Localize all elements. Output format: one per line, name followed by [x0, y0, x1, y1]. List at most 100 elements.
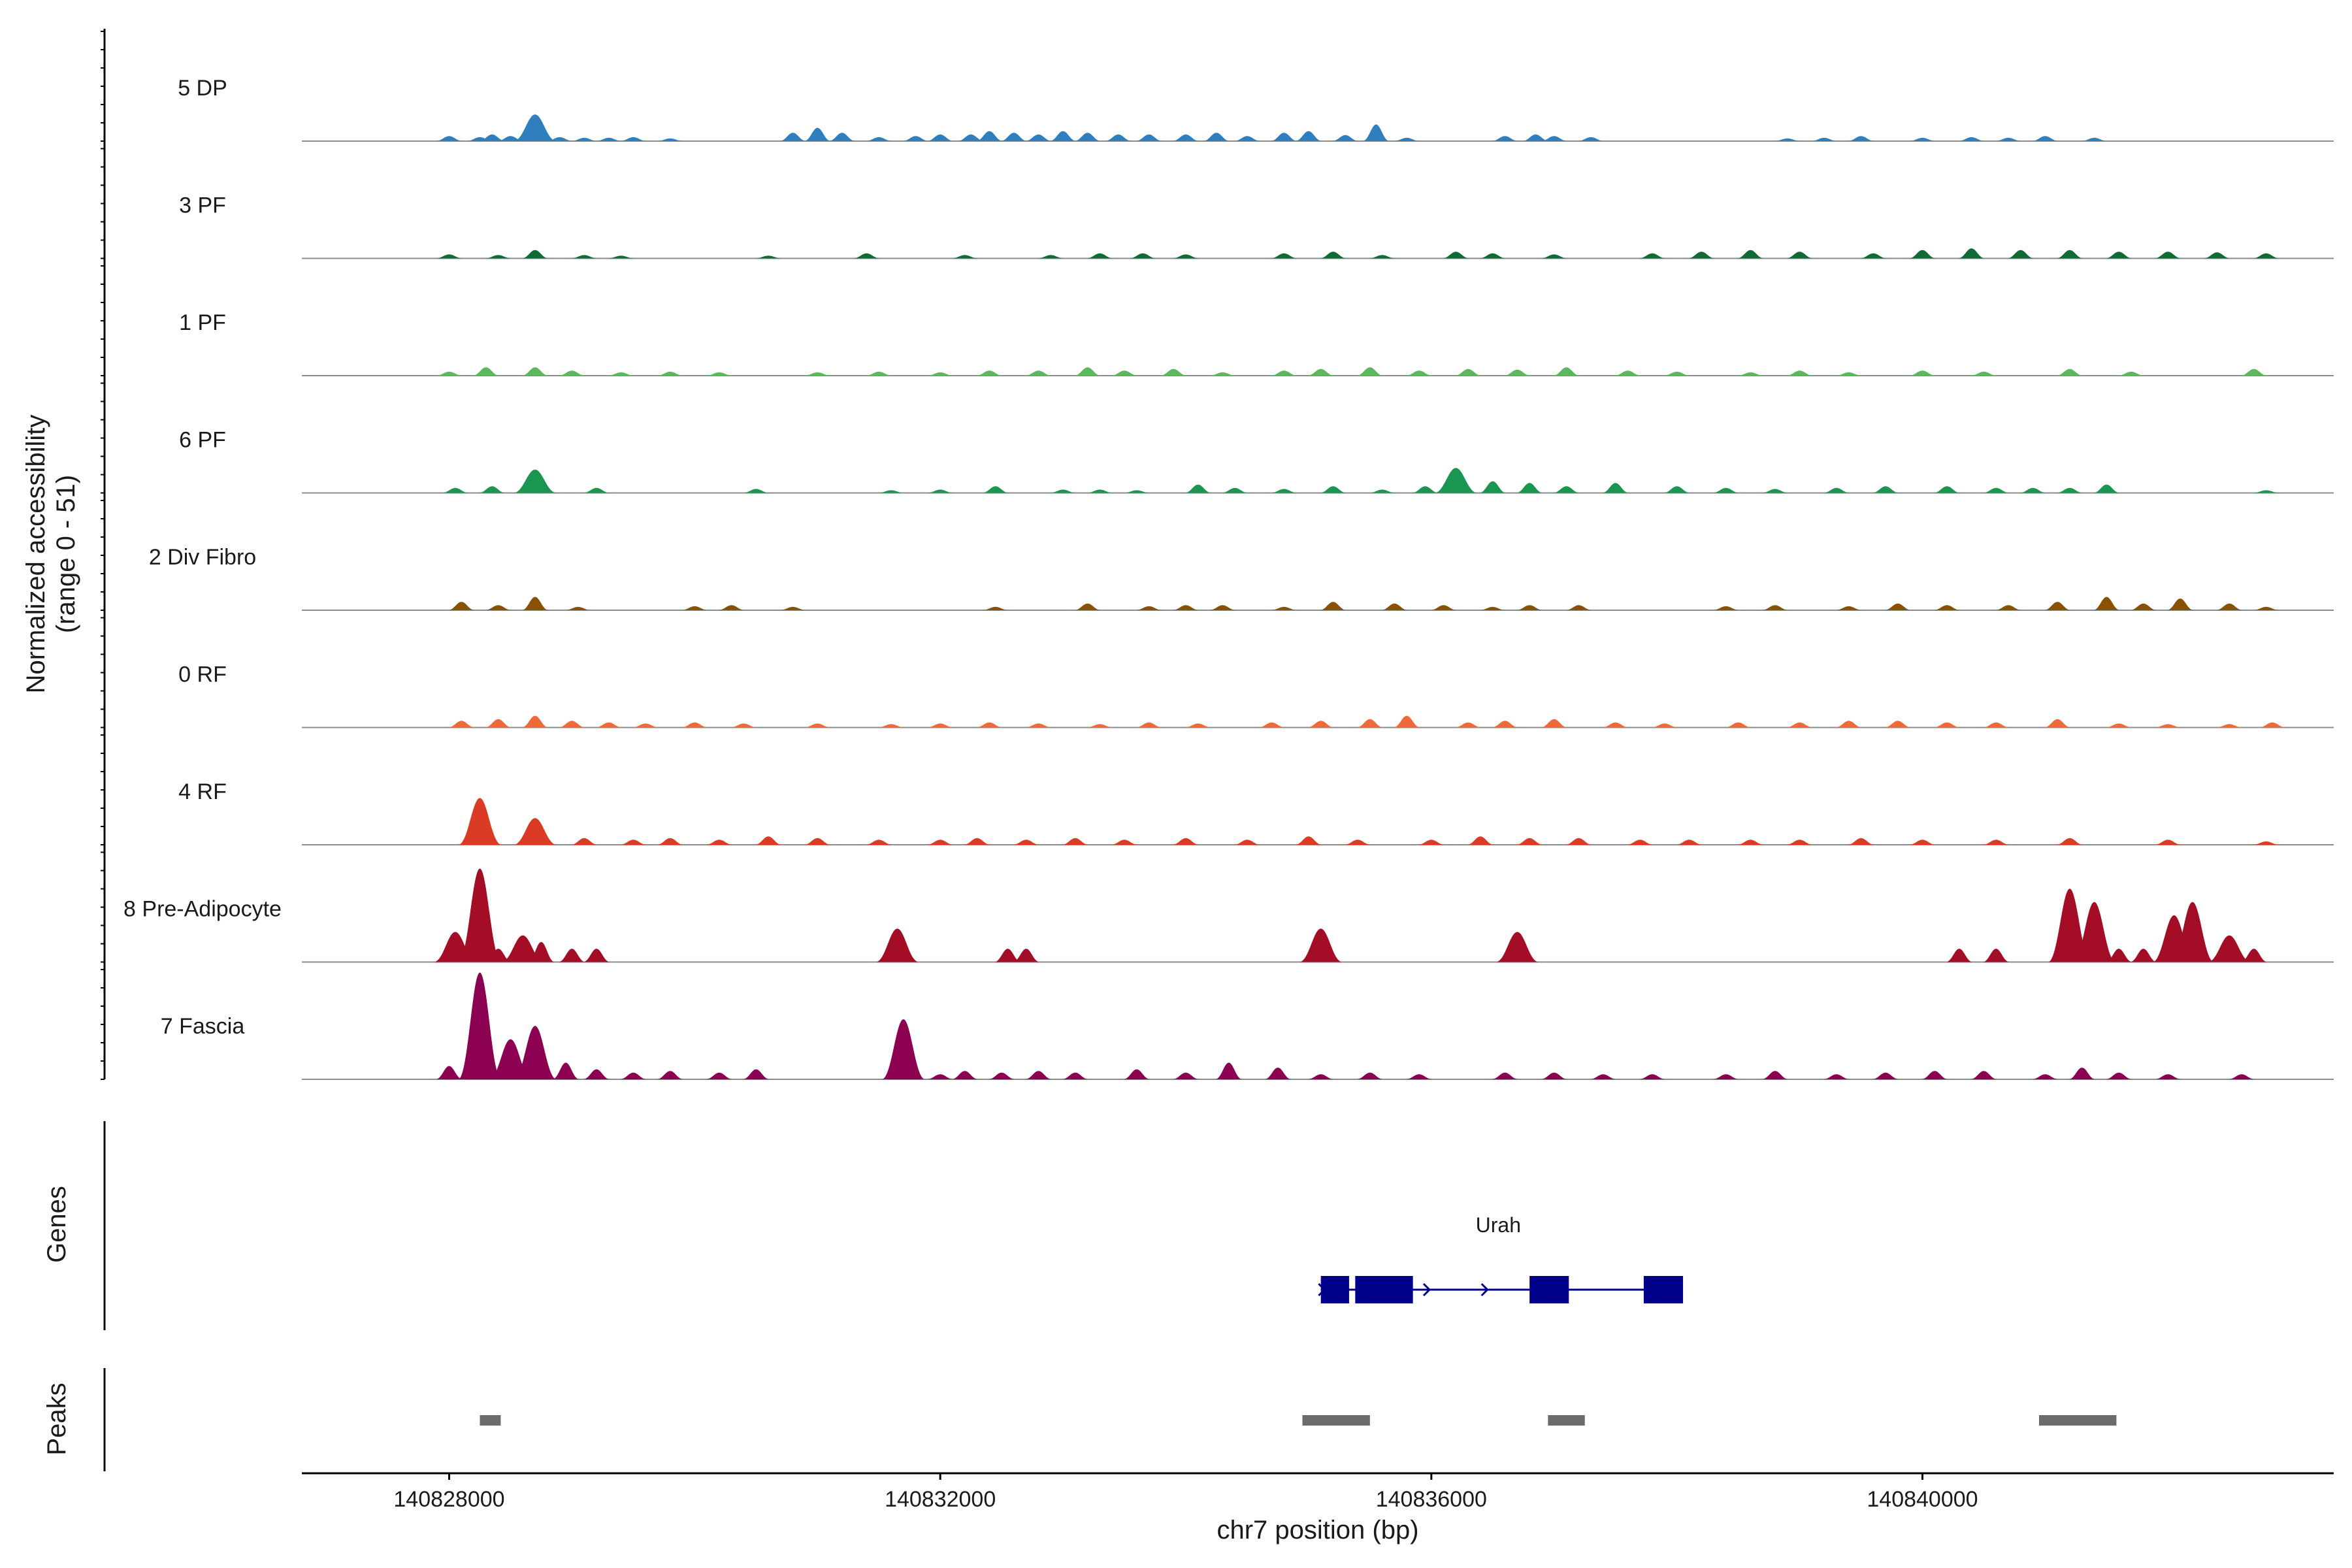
coverage-peak: [779, 133, 807, 141]
coverage-peak: [514, 1026, 557, 1079]
coverage-peak: [1663, 371, 1691, 376]
coverage-peak: [1049, 131, 1077, 141]
coverage-peak: [963, 838, 991, 845]
coverage-peak: [1434, 468, 1478, 493]
coverage-peak: [2007, 250, 2034, 259]
coverage-peak: [2240, 949, 2268, 962]
coverage-peak: [865, 137, 892, 141]
coverage-peak: [1541, 136, 1568, 141]
coverage-peak: [546, 137, 574, 141]
coverage-peak: [1172, 134, 1200, 141]
coverage-peak: [1884, 721, 1912, 728]
coverage-peak: [1331, 135, 1359, 141]
coverage-peak: [1614, 370, 1642, 376]
coverage-peak: [1270, 489, 1298, 493]
coverage-peak: [2105, 723, 2132, 728]
coverage-peak: [1602, 483, 1629, 493]
coverage-peak: [435, 371, 463, 376]
coverage-peak: [1712, 1074, 1740, 1079]
coverage-peak: [2093, 484, 2120, 493]
coverage-peak: [1037, 255, 1064, 259]
coverage-peak: [1024, 134, 1053, 141]
coverage-peak: [1319, 602, 1347, 610]
coverage-peak: [1307, 1074, 1335, 1079]
track-6-pf: 6 PF: [179, 428, 2334, 494]
coverage-peak: [1651, 723, 1678, 728]
coverage-peak: [1835, 606, 1863, 610]
coverage-peak: [994, 949, 1022, 962]
coverage-peak: [1823, 1074, 1850, 1079]
coverage-peak: [2080, 137, 2108, 141]
coverage-peak: [1786, 722, 1814, 728]
coverage-peak: [1172, 838, 1200, 845]
coverage-peak: [1467, 836, 1494, 845]
coverage-peak: [926, 489, 954, 493]
coverage-peak: [1074, 603, 1102, 610]
coverage-peak: [448, 602, 475, 610]
track-1-pf: 1 PF: [179, 310, 2334, 376]
coverage-peak: [1737, 250, 1765, 259]
coverage-peak: [1933, 605, 1961, 610]
coverage-peak: [619, 137, 647, 141]
coverage-peak: [1884, 603, 1912, 610]
coverage-peak: [478, 486, 506, 493]
coverage-peak: [926, 134, 954, 141]
coverage-peak: [1024, 723, 1053, 728]
coverage-peak: [1270, 606, 1298, 610]
coverage-peak: [514, 469, 557, 493]
coverage-peak: [595, 137, 623, 141]
coverage-peak: [458, 972, 502, 1079]
coverage-peak: [1663, 486, 1691, 493]
coverage-peak: [1921, 1071, 1948, 1079]
coverage-peak: [2031, 1074, 2059, 1079]
strand-arrow: [1422, 1282, 1431, 1297]
coverage-peak: [657, 838, 684, 845]
coverage-peak: [853, 253, 881, 259]
coverage-peak: [1786, 370, 1814, 376]
track-label: 3 PF: [179, 193, 226, 218]
coverage-peak: [1264, 1068, 1292, 1079]
coverage-peak: [1013, 840, 1040, 845]
coverage-peak: [1786, 252, 1814, 259]
coverage-peak: [619, 840, 647, 845]
coverage-peak: [1105, 134, 1132, 141]
coverage-peak: [706, 1072, 733, 1079]
coverage-peak: [875, 928, 919, 962]
coverage-peak: [2019, 487, 2047, 493]
track-label: 8 Pre-Adipocyte: [123, 897, 282, 922]
coverage-peak: [435, 254, 463, 259]
coverage-peak: [1442, 252, 1470, 259]
coverage-peak: [1602, 722, 1629, 728]
coverage-peak: [742, 489, 770, 493]
coverage-peak: [982, 606, 1009, 610]
coverage-peak: [1639, 1074, 1666, 1079]
coverage-peak: [1270, 253, 1298, 259]
coverage-peak: [1111, 840, 1138, 845]
coverage-peak: [521, 367, 549, 376]
coverage-peak: [1847, 136, 1875, 141]
coverage-peak: [1712, 606, 1740, 610]
coverage-peak: [1835, 721, 1863, 728]
coverage-peak: [1958, 137, 1985, 141]
coverage-peak: [521, 250, 549, 259]
coverage-peak: [1429, 605, 1458, 610]
coverage-peak: [1761, 605, 1789, 610]
coverage-peak: [1111, 370, 1138, 376]
track-label: 2 Div Fibro: [149, 545, 256, 570]
coverage-peak: [742, 1069, 770, 1079]
coverage-peak: [2208, 935, 2251, 962]
coverage-peak: [926, 372, 954, 376]
coverage-peak: [730, 723, 758, 728]
coverage-peak: [1541, 1072, 1568, 1079]
coverage-peak: [558, 370, 586, 376]
coverage-peak: [957, 134, 985, 141]
coverage-peak: [1908, 137, 1936, 141]
coverage-peak: [1270, 133, 1298, 141]
coverage-peak: [632, 723, 659, 728]
track-label: 5 DP: [178, 76, 227, 101]
coverage-peak: [1380, 603, 1409, 610]
coverage-peak: [1209, 605, 1236, 610]
coverage-peak: [1675, 840, 1703, 845]
coverage-peak: [1522, 134, 1550, 141]
coverage-peak: [988, 1072, 1015, 1079]
